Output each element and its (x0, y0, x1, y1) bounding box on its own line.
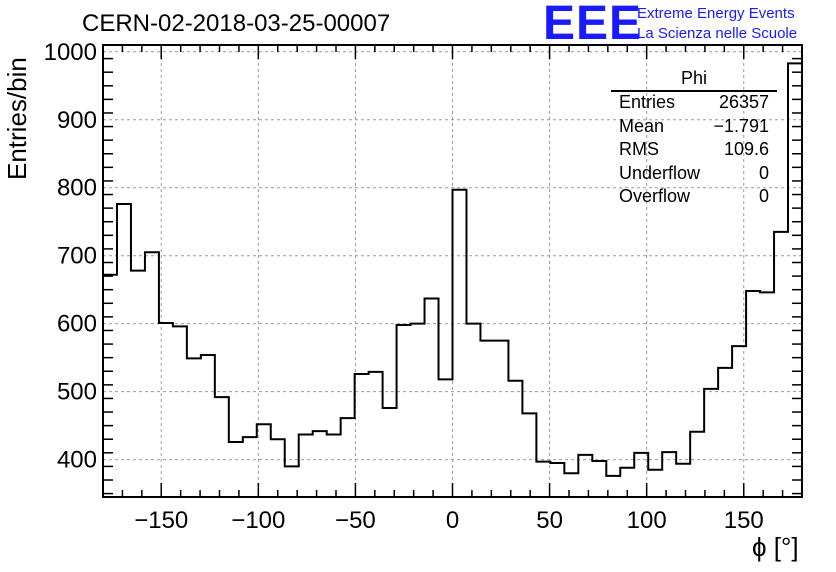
y-tick-label: 700 (57, 243, 97, 270)
x-tick-label: −150 (134, 507, 188, 534)
axis-ticks (102, 45, 803, 497)
stats-value: 0 (758, 162, 769, 183)
stats-row: Entries 26357 (611, 92, 777, 116)
stats-row: RMS 109.6 (611, 139, 777, 163)
y-tick-label: 1000 (44, 39, 97, 66)
stats-row: Underflow 0 (611, 163, 777, 187)
stats-value: 26357 (718, 92, 769, 112)
axis-tick-labels: −150 −100 −50 0 50 100 150 400 500 600 700 800 900 10… (44, 39, 764, 534)
x-tick-label: −50 (335, 507, 376, 534)
y-tick-label: 400 (57, 447, 97, 474)
y-axis-label: Entries/bin (2, 57, 32, 180)
x-tick-label: 50 (536, 507, 563, 534)
stats-box: Phi Entries 26357 Mean −1.791 RMS 109.6 Und… (611, 68, 777, 210)
stats-row: Overflow 0 (611, 186, 777, 210)
x-tick-label: 0 (446, 507, 459, 534)
x-axis-label: ϕ [°] (752, 532, 799, 562)
stats-label: Entries (619, 92, 676, 112)
x-tick-label: −100 (231, 507, 285, 534)
eee-logo-line1: Extreme Energy Events (637, 5, 795, 22)
eee-logo: EEE (543, 0, 643, 50)
stats-value: −1.791 (713, 115, 769, 136)
y-tick-label: 900 (57, 107, 97, 134)
stats-label: RMS (619, 139, 659, 159)
histogram-line (103, 62, 802, 477)
stats-value: 0 (758, 186, 769, 206)
y-tick-label: 800 (57, 175, 97, 202)
stats-label: Overflow (619, 186, 691, 206)
stats-name: Phi (611, 68, 777, 92)
stats-value: 109.6 (723, 139, 769, 159)
stats-row: Mean −1.791 (611, 116, 777, 140)
eee-logo-line2: La Scienza nelle Scuole (637, 25, 798, 42)
chart-title: CERN-02-2018-03-25-00007 (82, 10, 391, 37)
x-tick-label: 150 (724, 507, 764, 534)
x-tick-label: 100 (627, 507, 667, 534)
y-tick-label: 500 (57, 379, 97, 406)
stats-label: Underflow (619, 162, 701, 183)
stats-label: Mean (619, 115, 665, 136)
y-tick-label: 600 (57, 311, 97, 338)
